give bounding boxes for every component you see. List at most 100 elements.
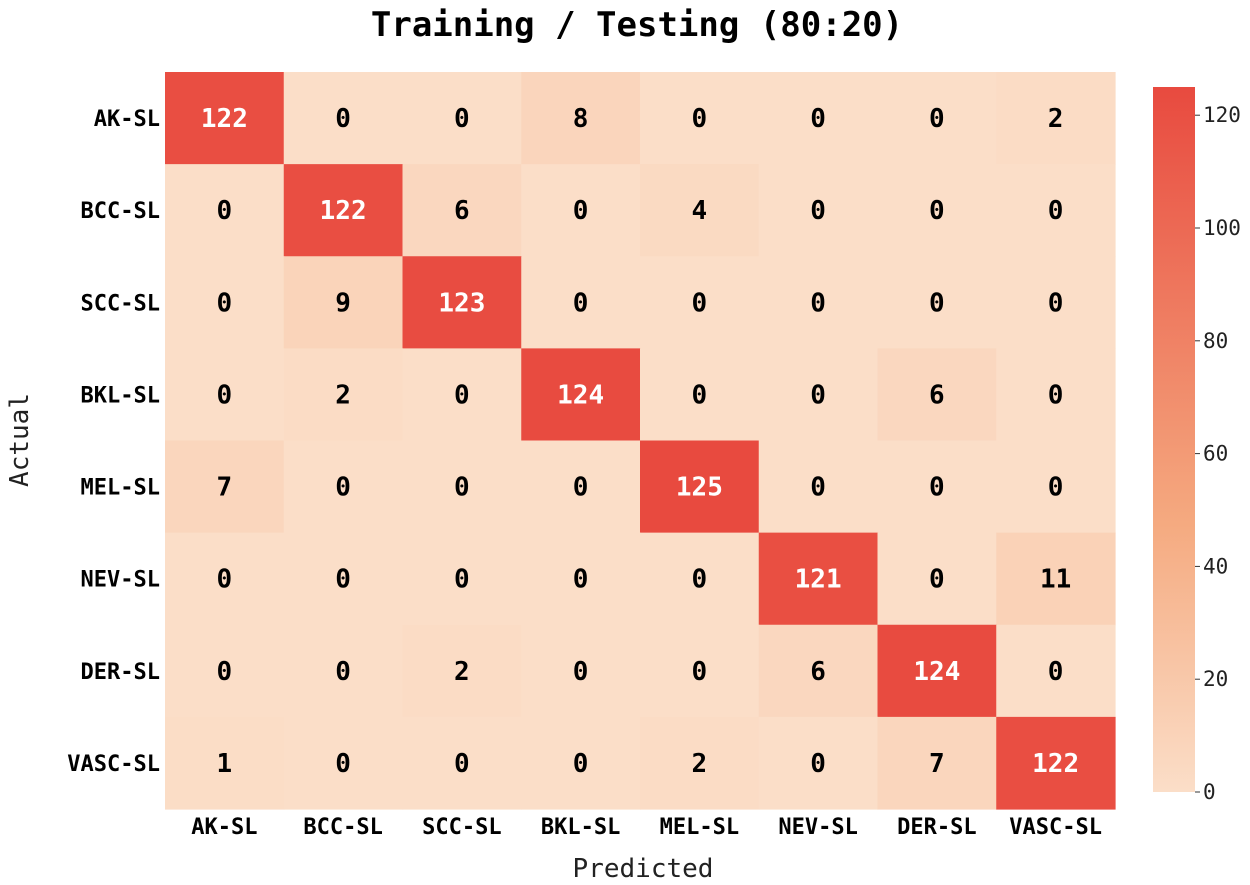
cell-value-label: 0 [692, 288, 708, 318]
heatmap-cell [758, 72, 879, 165]
heatmap-cell [521, 532, 641, 626]
y-tick-label: DER-SL [81, 660, 160, 685]
cell-value-label: 0 [929, 288, 945, 318]
heatmap-cell [758, 440, 879, 534]
colorbar [1153, 87, 1195, 792]
y-axis-tick-labels: AK-SL BCC-SL SCC-SL BKL-SL MEL-SL NEV-SL DER-S… [67, 107, 160, 777]
heatmap-cell [996, 164, 1116, 257]
heatmap-cell [758, 624, 879, 718]
x-axis-tick-labels: AK-SL BCC-SL SCC-SL BKL-SL MEL-SL NEV-SL DER-S… [191, 815, 1102, 840]
heatmap-cell [165, 624, 285, 718]
cell-value-label: 0 [454, 749, 470, 779]
heatmap-cell [283, 440, 404, 534]
heatmap-cell [877, 624, 997, 718]
cell-value-label: 0 [810, 380, 826, 410]
heatmap-cell [283, 72, 404, 165]
x-tick-label: SCC-SL [422, 815, 501, 840]
heatmap-cell [877, 440, 997, 534]
x-tick-label: MEL-SL [660, 815, 739, 840]
heatmap-cell [758, 716, 879, 810]
heatmap-cell [402, 256, 522, 349]
colorbar-tick-label: 60 [1203, 442, 1228, 466]
colorbar-tick-label: 80 [1203, 329, 1228, 353]
cell-value-label: 0 [217, 288, 233, 318]
cell-value-label: 0 [217, 380, 233, 410]
heatmap-cell [165, 256, 285, 349]
heatmap-cell [521, 716, 641, 810]
heatmap-cell [877, 532, 997, 626]
cell-value-label: 0 [1048, 473, 1064, 503]
cell-value-label: 0 [573, 657, 589, 687]
heatmap-cell [283, 256, 404, 349]
heatmap-cell [165, 716, 285, 810]
cell-value-label: 124 [913, 657, 960, 687]
heatmap-cell [521, 164, 641, 257]
heatmap-cell [283, 716, 404, 810]
cell-value-label: 0 [692, 380, 708, 410]
cell-value-label: 0 [810, 196, 826, 226]
heatmap-cell [165, 164, 285, 257]
cell-value-label: 2 [335, 380, 351, 410]
heatmap-cell [877, 716, 997, 810]
cell-value-label: 4 [692, 196, 708, 226]
heatmap-cell [402, 348, 522, 442]
heatmap-cell [521, 624, 641, 718]
cell-value-label: 0 [810, 104, 826, 134]
x-axis-label: Predicted [573, 854, 714, 884]
heatmap-cell [996, 256, 1116, 349]
cell-value-label: 0 [573, 749, 589, 779]
y-tick-label: NEV-SL [81, 568, 160, 593]
x-tick-label: VASC-SL [1009, 815, 1102, 840]
cell-value-label: 125 [676, 473, 723, 503]
cell-value-label: 123 [438, 288, 485, 318]
cell-value-label: 0 [454, 380, 470, 410]
cell-value-label: 0 [335, 104, 351, 134]
heatmap-cell [640, 348, 760, 442]
heatmap-cell [165, 532, 285, 626]
cell-value-label: 0 [454, 473, 470, 503]
heatmap-cell [521, 440, 641, 534]
heatmap-cell [996, 624, 1116, 718]
cell-value-label: 0 [573, 196, 589, 226]
cell-value-label: 2 [1048, 104, 1064, 134]
heatmap-cell [283, 624, 404, 718]
x-tick-label: BKL-SL [541, 815, 620, 840]
cell-value-label: 0 [1048, 657, 1064, 687]
cell-value-label: 0 [929, 104, 945, 134]
y-tick-label: BCC-SL [81, 199, 160, 224]
cell-value-label: 122 [320, 196, 367, 226]
heatmap-cell [640, 164, 760, 257]
cell-value-label: 0 [929, 565, 945, 595]
cell-value-label: 0 [692, 104, 708, 134]
cell-value-label: 122 [201, 104, 248, 134]
heatmap-cell [640, 532, 760, 626]
cell-value-label: 0 [692, 657, 708, 687]
heatmap-cell [640, 716, 760, 810]
heatmap-cell [640, 256, 760, 349]
cell-value-label: 0 [1048, 288, 1064, 318]
cell-value-label: 0 [810, 749, 826, 779]
heatmap-cell [640, 72, 760, 165]
cell-value-label: 2 [692, 749, 708, 779]
y-tick-label: MEL-SL [81, 476, 160, 501]
colorbar-tick-label: 40 [1203, 554, 1228, 578]
cell-value-label: 0 [217, 657, 233, 687]
heatmap-cells [165, 72, 1116, 810]
heatmap-cell [877, 256, 997, 349]
heatmap-cell [640, 440, 760, 534]
cell-value-label: 0 [1048, 380, 1064, 410]
cell-value-label: 6 [810, 657, 826, 687]
cell-value-label: 0 [929, 473, 945, 503]
heatmap-cell [521, 256, 641, 349]
heatmap-cell [283, 164, 404, 257]
heatmap-cell [165, 348, 285, 442]
cell-value-label: 6 [929, 380, 945, 410]
heatmap-cell [758, 348, 879, 442]
cell-value-label: 0 [929, 196, 945, 226]
cell-value-label: 0 [217, 565, 233, 595]
heatmap-cell [402, 164, 522, 257]
cell-value-label: 1 [217, 749, 233, 779]
heatmap-cell [877, 72, 997, 165]
cell-value-label: 0 [335, 565, 351, 595]
heatmap-cell [402, 440, 522, 534]
